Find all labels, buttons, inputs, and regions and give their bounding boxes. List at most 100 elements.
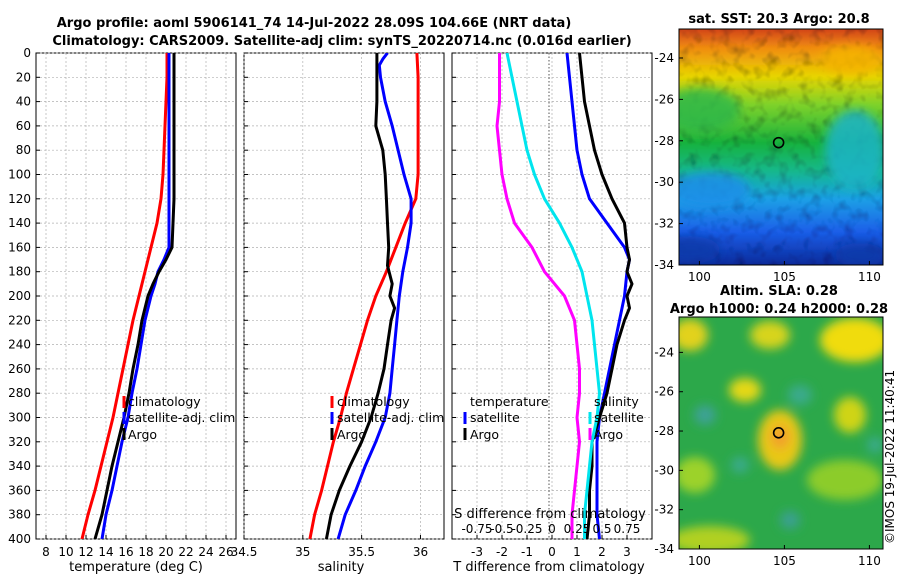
sla-map-frame <box>678 316 884 550</box>
top-tick-label: 0 <box>548 522 556 536</box>
map-x-tick-label: 110 <box>858 270 881 284</box>
difference-ticks: -3 -2 -1 0 1 2 3 <box>452 52 631 559</box>
map-x-tick-label: 105 <box>773 270 796 284</box>
legend-label-climatology: climatology <box>128 394 201 409</box>
y-tick-label: 320 <box>8 435 31 449</box>
top-tick-label: 0.5 <box>592 522 611 536</box>
top-tick-label: -0.25 <box>511 522 542 536</box>
x-tick-label: 16 <box>118 545 133 559</box>
legend-title-salinity: salinity <box>594 394 639 409</box>
x-tick-label: 8 <box>42 545 50 559</box>
x-tick-label: 35.5 <box>348 545 375 559</box>
argo-location-marker <box>772 427 785 439</box>
y-tick-label: 340 <box>8 459 31 473</box>
y-tick-label: 120 <box>8 192 31 206</box>
map-y-tick-label: -32 <box>654 503 674 517</box>
map-x-tick-label: 100 <box>688 554 711 568</box>
sst-map-frame <box>678 28 884 266</box>
y-tick-label: 240 <box>8 338 31 352</box>
legend-label-sal-argo: Argo <box>594 427 623 442</box>
x-tick-label: -2 <box>496 545 508 559</box>
x-tick-label: 3 <box>623 545 631 559</box>
legend-label-argo: Argo <box>337 427 366 442</box>
y-tick-label: 40 <box>16 95 31 109</box>
legend-label-temp-argo: Argo <box>470 427 499 442</box>
legend-label-climatology: climatology <box>337 394 410 409</box>
y-tick-label: 220 <box>8 313 31 327</box>
map-y-tick-label: -34 <box>654 542 674 556</box>
sst-map-image <box>679 29 883 265</box>
y-tick-label: 20 <box>16 70 31 84</box>
x-tick-label: 22 <box>178 545 193 559</box>
map-y-tick-label: -24 <box>654 51 674 65</box>
salinity-ticks: 34.5 35 35.5 36 <box>231 52 428 559</box>
figure-title-line2: Climatology: CARS2009. Satellite-adj cli… <box>52 34 631 49</box>
x-tick-label: 35 <box>295 545 310 559</box>
temperature-grid <box>36 52 236 540</box>
x-tick-label: -3 <box>471 545 483 559</box>
map-y-tick-label: -28 <box>654 424 674 438</box>
series-line-temperature-satellite <box>565 53 631 539</box>
legend-label-temp-satellite: satellite <box>470 410 520 425</box>
y-tick-label: 400 <box>8 532 31 546</box>
salinity-legend: climatology satellite-adj. clim Argo <box>330 394 444 442</box>
legend-title-temperature: temperature <box>470 394 549 409</box>
series-line-satellite-adj-clim <box>336 53 413 539</box>
legend-label-satellite: satellite-adj. clim <box>337 410 444 425</box>
y-tick-label: 200 <box>8 289 31 303</box>
salinity-xlabel: salinity <box>318 560 365 575</box>
y-tick-label: 360 <box>8 483 31 497</box>
sst-map-panel: sat. SST: 20.3 Argo: 20.8 100 105 110 -24 -2… <box>654 12 884 284</box>
top-tick-label: 0.75 <box>614 522 641 536</box>
legend-label-sal-satellite: satellite <box>594 410 644 425</box>
difference-lines <box>495 53 634 539</box>
temperature-panel: 0 20 40 60 80 100 120 140 160 180 200 220 240 260 280 3… <box>8 46 237 575</box>
map-y-tick-label: -34 <box>654 258 674 272</box>
x-tick-label: 1 <box>573 545 581 559</box>
map-y-tick-label: -26 <box>654 385 674 399</box>
x-tick-label: -1 <box>521 545 533 559</box>
x-tick-label: 2 <box>598 545 606 559</box>
series-line-climatology <box>80 53 169 539</box>
map-x-tick-label: 100 <box>688 270 711 284</box>
difference-legend: temperature satellite Argo salinity sate… <box>463 394 644 442</box>
series-line-argo <box>93 53 176 539</box>
legend-label-satellite: satellite-adj. clim <box>128 410 235 425</box>
map-y-tick-label: -30 <box>654 175 674 189</box>
x-tick-label: 14 <box>98 545 113 559</box>
map-y-tick-label: -24 <box>654 345 674 359</box>
x-tick-label: 26 <box>218 545 233 559</box>
y-tick-label: 260 <box>8 362 31 376</box>
x-tick-label: 10 <box>58 545 73 559</box>
temperature-lines <box>80 53 176 539</box>
sla-map-title-line1: Altim. SLA: 0.28 <box>720 284 838 299</box>
x-tick-label: 24 <box>198 545 213 559</box>
difference-top-ticks: -0.75-0.5-0.25 0 0.25 0.5 0.75 <box>461 522 640 536</box>
series-line-salinity-satellite <box>505 53 601 539</box>
sst-map-title: sat. SST: 20.3 Argo: 20.8 <box>688 12 869 27</box>
x-tick-label: 18 <box>138 545 153 559</box>
y-tick-label: 60 <box>16 119 31 133</box>
y-tick-label: 100 <box>8 168 31 182</box>
y-tick-label: 280 <box>8 386 31 400</box>
sla-map-image <box>679 317 883 549</box>
y-tick-label: 0 <box>23 46 31 60</box>
x-tick-label: 0 <box>548 545 556 559</box>
credit-text: ©IMOS 19-Jul-2022 11:40:41 <box>883 370 897 544</box>
top-tick-label: 0.25 <box>564 522 591 536</box>
top-tick-label: -0.75 <box>461 522 492 536</box>
series-line-salinity-argo <box>495 53 581 539</box>
y-tick-label: 80 <box>16 143 31 157</box>
y-tick-label: 380 <box>8 508 31 522</box>
sla-map-title-line2: Argo h1000: 0.24 h2000: 0.28 <box>670 302 888 317</box>
x-tick-label: 36 <box>413 545 428 559</box>
salinity-panel: 34.5 35 35.5 36 salinity climatology satell… <box>231 52 445 575</box>
map-y-tick-label: -28 <box>654 134 674 148</box>
series-line-argo <box>324 53 397 539</box>
difference-grid <box>452 52 652 540</box>
figure-title-line1: Argo profile: aoml 5906141_74 14-Jul-202… <box>57 16 572 31</box>
salinity-grid <box>243 52 444 540</box>
map-y-tick-label: -32 <box>654 217 674 231</box>
map-x-tick-label: 110 <box>858 554 881 568</box>
map-x-tick-label: 105 <box>773 554 796 568</box>
